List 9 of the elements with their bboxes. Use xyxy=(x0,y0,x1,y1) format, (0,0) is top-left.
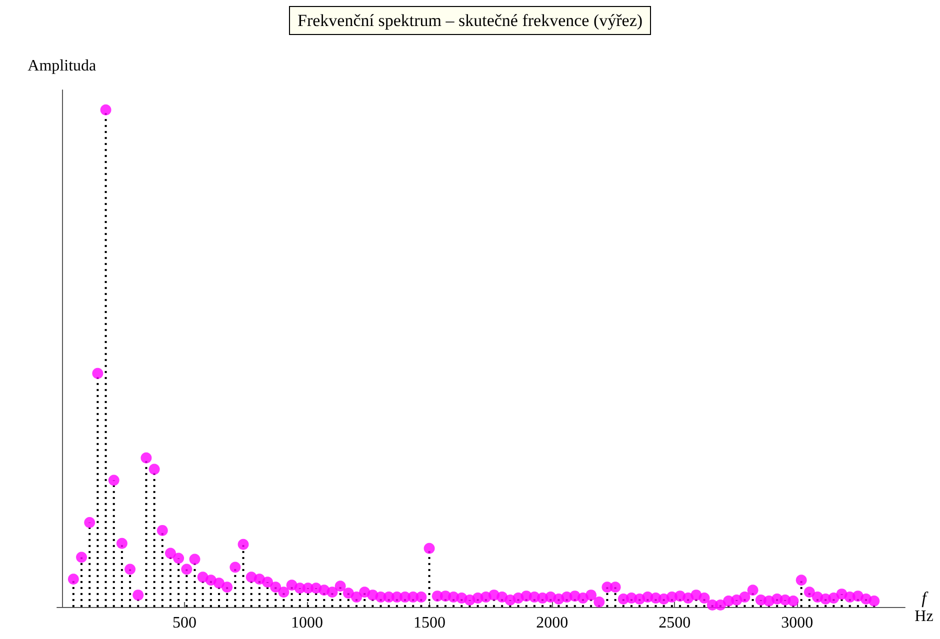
y-axis-title: Amplituda xyxy=(28,58,96,74)
x-tick-label: 1500 xyxy=(414,614,446,632)
x-tick-label: 2500 xyxy=(658,614,691,632)
x-tick-label: 500 xyxy=(172,614,196,632)
x-axis-title: f Hz xyxy=(914,588,934,625)
x-tick-label: 1000 xyxy=(290,614,323,632)
x-tick-label: 2000 xyxy=(536,614,568,632)
chart-title: Frekvenční spektrum – skutečné frekvence (výřez) xyxy=(297,11,643,30)
x-tick-label: 3000 xyxy=(781,614,814,632)
